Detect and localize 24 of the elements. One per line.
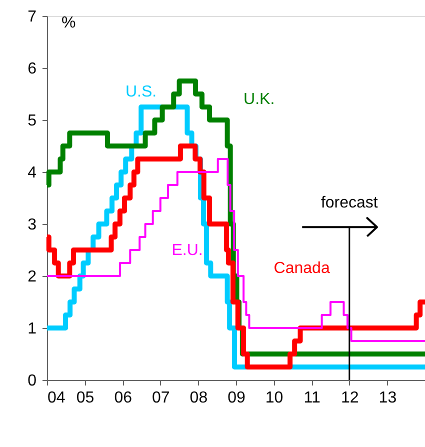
x-tick-label: 10 (265, 390, 284, 406)
x-tick-label: 12 (341, 390, 359, 406)
y-tick-label: 5 (28, 112, 37, 130)
annotation: forecast (320, 194, 378, 212)
y-tick-label: 3 (28, 216, 37, 234)
y-tick-label: 6 (28, 60, 37, 78)
series-label: U.S. (125, 83, 157, 100)
y-tick-label: 7 (28, 8, 37, 26)
series-label: E.U. (172, 242, 203, 259)
x-tick-label: 07 (152, 390, 170, 406)
y-tick-label: 4 (28, 164, 37, 182)
y-tick-label: 0 (28, 372, 37, 390)
x-tick-label: 05 (76, 390, 94, 406)
y-tick-label: 1 (28, 320, 37, 338)
series-label: U.K. (244, 91, 275, 108)
x-tick-label: 04 (48, 390, 66, 406)
y-axis-title: % (62, 14, 76, 32)
y-tick-label: 2 (28, 268, 37, 286)
x-tick-label: 08 (190, 390, 208, 406)
x-tick-label: 11 (304, 390, 321, 406)
x-tick-label: 06 (114, 390, 132, 406)
x-tick-label: 13 (378, 390, 397, 406)
text: Canada (274, 260, 330, 278)
x-tick-label: 09 (228, 390, 246, 406)
